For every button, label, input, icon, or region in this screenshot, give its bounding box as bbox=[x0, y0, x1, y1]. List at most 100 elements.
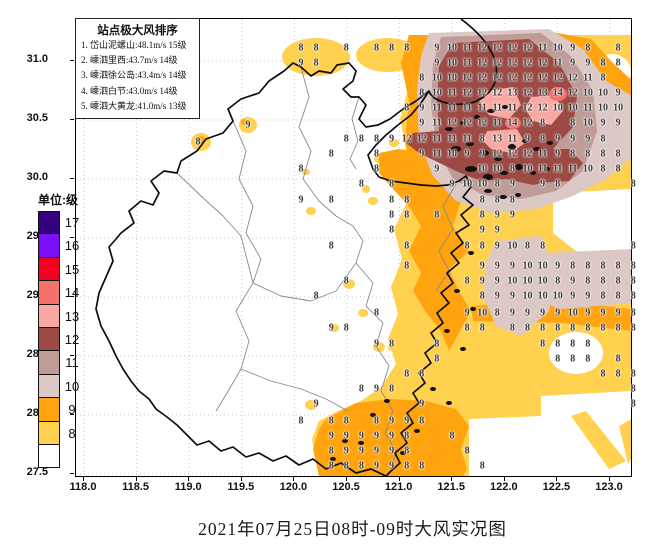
wind-level-value: 8 bbox=[464, 322, 470, 334]
wind-level-value: 10 bbox=[507, 240, 518, 252]
x-axis-tick bbox=[188, 476, 190, 481]
wind-level-value: 8 bbox=[479, 133, 485, 145]
x-axis-label: 122.5 bbox=[542, 481, 571, 493]
wind-level-value: 12 bbox=[477, 57, 488, 69]
wind-level-value: 8 bbox=[419, 72, 425, 84]
wind-level-value: 9 bbox=[419, 102, 425, 114]
wind-level-value: 8 bbox=[389, 383, 395, 395]
wind-level-value: 9 bbox=[509, 307, 515, 319]
wind-level-value: 8 bbox=[540, 117, 546, 129]
legend-color-swatch bbox=[38, 327, 60, 352]
wind-level-value: 8 bbox=[358, 178, 364, 190]
y-axis-tick bbox=[70, 473, 74, 474]
wind-level-value: 8 bbox=[313, 42, 319, 54]
wind-level-value: 10 bbox=[507, 275, 518, 287]
wind-level-value: 9 bbox=[389, 445, 395, 457]
wind-level-value: 8 bbox=[374, 307, 379, 319]
wind-level-value: 9 bbox=[494, 224, 500, 236]
wind-level-value: 10 bbox=[582, 87, 593, 99]
wind-level-value: 8 bbox=[404, 42, 410, 54]
wind-level-value: 9 bbox=[374, 430, 379, 442]
wind-level-value: 9 bbox=[389, 430, 395, 442]
wind-level-value: 8 bbox=[434, 209, 440, 221]
wind-level-value: 8 bbox=[389, 224, 395, 236]
wind-level-value: 10 bbox=[477, 163, 488, 175]
wind-level-value: 10 bbox=[477, 307, 488, 319]
station-ranking-item: 1. 岱山泥螺山:48.1m/s 15级 bbox=[81, 40, 187, 50]
wind-level-value: 9 bbox=[570, 275, 576, 287]
wind-level-value: 8 bbox=[479, 194, 485, 206]
wind-level-value: 8 bbox=[585, 353, 591, 365]
wind-level-value: 14 bbox=[552, 87, 563, 99]
legend-level-label: 12 bbox=[64, 331, 80, 347]
wind-level-value: 9 bbox=[540, 307, 546, 319]
wind-level-value: 8 bbox=[585, 42, 591, 54]
shanghai-coastline bbox=[428, 19, 498, 106]
wind-level-value: 12 bbox=[567, 87, 578, 99]
map-plot-area: 8 8 8 8 8 8 9 10 11 12 12 12 12 11 10 9 8 8 9 8 9 10 11 12 12 12 1… bbox=[75, 18, 636, 477]
wind-level-value: 11 bbox=[462, 42, 472, 54]
wind-level-value: 9 bbox=[479, 148, 485, 160]
wind-level-value: 8 bbox=[540, 338, 546, 350]
wind-level-value: 8 bbox=[328, 148, 334, 160]
wind-level-value: 8 bbox=[600, 72, 606, 84]
wind-level-value: 8 bbox=[630, 398, 636, 410]
x-axis-tick bbox=[135, 476, 137, 481]
wind-level-value: 8 bbox=[570, 260, 576, 272]
x-axis-label: 123.0 bbox=[595, 481, 623, 493]
legend-row: 9 bbox=[38, 398, 84, 422]
map-caption: 2021年07月25日08时-09时大风实况图 bbox=[198, 519, 507, 539]
wind-level-value: 10 bbox=[447, 57, 457, 69]
wind-level-value: 8 bbox=[600, 133, 606, 145]
wind-level-value: 8 bbox=[630, 260, 636, 272]
wind-level-value: 12 bbox=[492, 72, 503, 84]
wind-level-value: 8 bbox=[374, 415, 379, 427]
wind-level-value: 8 bbox=[404, 102, 410, 114]
wind-level-value: 10 bbox=[522, 163, 533, 175]
wind-level-value: 8 bbox=[509, 194, 515, 206]
wind-level-value: 11 bbox=[432, 148, 442, 160]
wind-level-value: 9 bbox=[570, 290, 576, 302]
wind-level-value: 12 bbox=[507, 148, 518, 160]
wind-level-value: 9 bbox=[525, 133, 530, 145]
wind-level-value: 9 bbox=[509, 260, 515, 272]
wind-level-value: 11 bbox=[432, 102, 442, 114]
wind-level-value: 9 bbox=[615, 307, 621, 319]
wind-level-value: 12 bbox=[507, 57, 518, 69]
wind-level-value: 9 bbox=[298, 57, 304, 69]
legend-color-swatch bbox=[38, 281, 60, 305]
wind-level-value: 8 bbox=[570, 353, 576, 365]
wind-level-value: 8 bbox=[585, 322, 591, 334]
legend-row: 15 bbox=[38, 257, 84, 282]
x-axis-tick bbox=[240, 476, 242, 481]
wind-level-value: 12 bbox=[462, 87, 473, 99]
wind-level-value: 13 bbox=[507, 87, 518, 99]
legend-row: 16 bbox=[38, 234, 84, 258]
legend-color-swatch bbox=[38, 234, 60, 258]
legend-color-swatch bbox=[38, 211, 60, 235]
wind-level-value: 11 bbox=[447, 87, 457, 99]
wind-field-map-svg bbox=[95, 19, 631, 476]
wind-level-value: 12 bbox=[537, 57, 548, 69]
wind-level-value: 11 bbox=[447, 102, 457, 114]
x-axis-label: 121.5 bbox=[437, 481, 465, 493]
wind-level-value: 12 bbox=[492, 148, 503, 160]
wind-level-value: 10 bbox=[567, 307, 578, 319]
y-axis-tick bbox=[70, 414, 74, 415]
x-axis-label: 119.0 bbox=[174, 481, 202, 493]
wind-level-value: 10 bbox=[552, 290, 563, 302]
wind-level-value: 8 bbox=[585, 275, 591, 287]
wind-level-value: 8 bbox=[600, 148, 606, 160]
x-axis-label: 120.0 bbox=[279, 481, 308, 493]
wind-level-value: 8 bbox=[464, 275, 470, 287]
wind-level-value: 8 bbox=[630, 307, 636, 319]
x-axis-label: 121.0 bbox=[384, 481, 413, 493]
wind-level-value: 8 bbox=[600, 163, 606, 175]
legend-level-label bbox=[60, 445, 84, 468]
wind-level-value: 10 bbox=[522, 290, 533, 302]
wind-level-value: 9 bbox=[464, 307, 470, 319]
wind-level-value: 8 bbox=[540, 322, 546, 334]
wind-level-value: 9 bbox=[389, 415, 395, 427]
wind-level-value: 9 bbox=[479, 224, 485, 236]
